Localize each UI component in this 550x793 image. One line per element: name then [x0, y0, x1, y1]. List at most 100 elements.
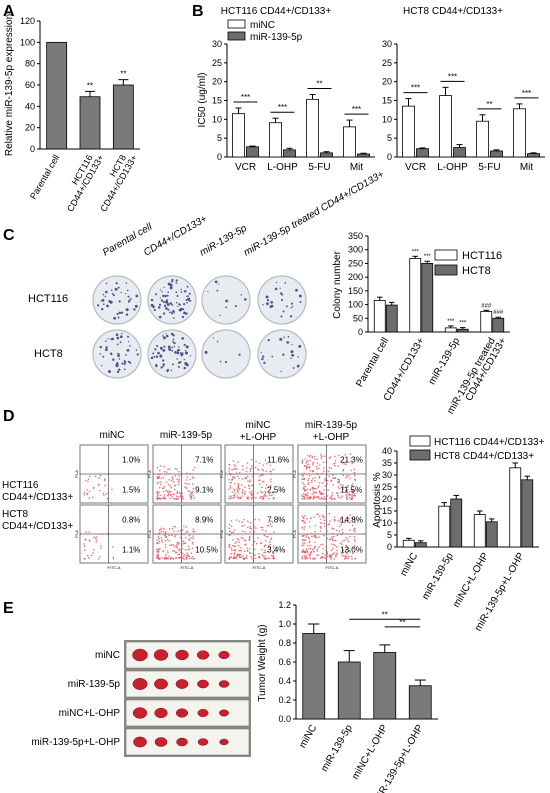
colony-dot — [283, 337, 285, 339]
flow-dot — [330, 558, 332, 560]
flow-dot — [333, 498, 335, 500]
flow-dot — [188, 558, 190, 560]
flow-dot — [176, 546, 178, 548]
panel-d-header-3a: miNC — [246, 420, 271, 431]
flow-dot — [242, 465, 244, 467]
flow-dot — [233, 488, 235, 490]
flow-dot — [246, 555, 248, 557]
flow-dot — [318, 468, 320, 470]
colony-dot — [156, 356, 158, 358]
flow-dot — [166, 471, 168, 473]
flow-dot — [352, 483, 354, 485]
flow-dot — [325, 554, 327, 556]
panel-a-y-tick-label: 0 — [30, 144, 35, 154]
flow-dot — [304, 488, 306, 490]
flow-dot — [319, 498, 321, 500]
flow-dot — [253, 496, 255, 498]
flow-dot — [337, 482, 339, 484]
panel-c-legend-swatch-hct8 — [435, 265, 457, 275]
panel-a-y-tick-label: 100 — [20, 37, 35, 47]
panel-e-category-label: miNC+L-OHP — [350, 723, 390, 782]
flow-dot — [236, 488, 238, 490]
colony-dot — [183, 303, 185, 305]
flow-dot — [234, 490, 236, 492]
flow-dot — [239, 521, 241, 523]
flow-dot — [332, 474, 334, 476]
flow-dot — [314, 525, 316, 527]
flow-dot — [161, 498, 163, 500]
flow-dot — [165, 533, 167, 535]
colony-dot — [261, 352, 262, 353]
flow-dot — [184, 558, 186, 560]
colony-dot — [100, 346, 102, 348]
panel-b-left-category-label: VCR — [235, 162, 256, 173]
flow-dot — [321, 497, 323, 499]
flow-dot — [165, 544, 167, 546]
flow-dot — [315, 477, 317, 479]
flow-dot — [330, 480, 332, 482]
panel-e-row-label-2: miR-139-5p — [68, 679, 121, 690]
flow-dot — [322, 482, 324, 484]
colony-dot — [225, 361, 227, 363]
flow-dot — [325, 558, 327, 560]
flow-dot — [262, 464, 264, 466]
flow-dot — [341, 555, 343, 557]
flow-dot — [349, 497, 351, 499]
flow-dot — [179, 548, 181, 550]
flow-dot — [93, 536, 95, 538]
colony-dot — [266, 302, 269, 305]
panel-b-right-significance: *** — [411, 84, 420, 93]
flow-dot — [164, 557, 166, 559]
flow-dot — [255, 558, 257, 560]
colony-dot — [151, 357, 154, 360]
flow-dot — [344, 558, 346, 560]
flow-dot — [310, 518, 312, 520]
flow-dot — [306, 552, 308, 554]
colony-dot — [155, 364, 157, 366]
flow-dot — [254, 549, 256, 551]
flow-dot — [273, 469, 275, 471]
flow-dot — [156, 555, 158, 557]
flow-dot — [331, 495, 333, 497]
panel-e-row-label-1: miNC — [95, 650, 120, 661]
colony-dot — [189, 293, 191, 295]
flow-dot — [270, 539, 272, 541]
flow-dot — [323, 470, 325, 472]
flow-dot — [346, 495, 348, 497]
panel-b-right-category-label: L-OHP — [437, 162, 468, 173]
panel-a-y-label: Relative miR-139-5p expression — [4, 14, 15, 156]
flow-dot — [309, 498, 311, 500]
flow-dot — [333, 528, 335, 530]
flow-dot — [316, 537, 318, 539]
colony-dot — [186, 296, 187, 297]
flow-dot — [328, 513, 330, 515]
colony-plate — [258, 330, 306, 378]
flow-dot — [318, 546, 320, 548]
flow-dot — [160, 484, 162, 486]
flow-quadrant-upper-value: 7.1% — [195, 455, 213, 464]
flow-dot — [188, 538, 190, 540]
flow-dot — [252, 476, 254, 478]
flow-dot — [104, 478, 106, 480]
panel-b-legend-swatch-mir — [228, 32, 245, 40]
flow-dot — [242, 521, 244, 523]
flow-dot — [259, 463, 261, 465]
tumor-sample — [177, 738, 188, 746]
flow-dot — [169, 497, 171, 499]
flow-dot — [322, 473, 324, 475]
flow-dot — [182, 496, 184, 498]
flow-dot — [158, 476, 160, 478]
flow-dot — [261, 474, 263, 476]
colony-dot — [241, 294, 242, 295]
flow-dot — [175, 475, 177, 477]
flow-dot — [234, 546, 236, 548]
flow-dot — [306, 493, 308, 495]
flow-dot — [103, 495, 105, 497]
flow-dot — [100, 475, 102, 477]
flow-dot — [163, 531, 165, 533]
colony-dot — [161, 299, 163, 301]
flow-dot — [229, 527, 231, 529]
panel-b-left-y-tick-label: 20 — [212, 77, 222, 87]
colony-dot — [178, 362, 180, 364]
flow-dot — [301, 527, 303, 529]
